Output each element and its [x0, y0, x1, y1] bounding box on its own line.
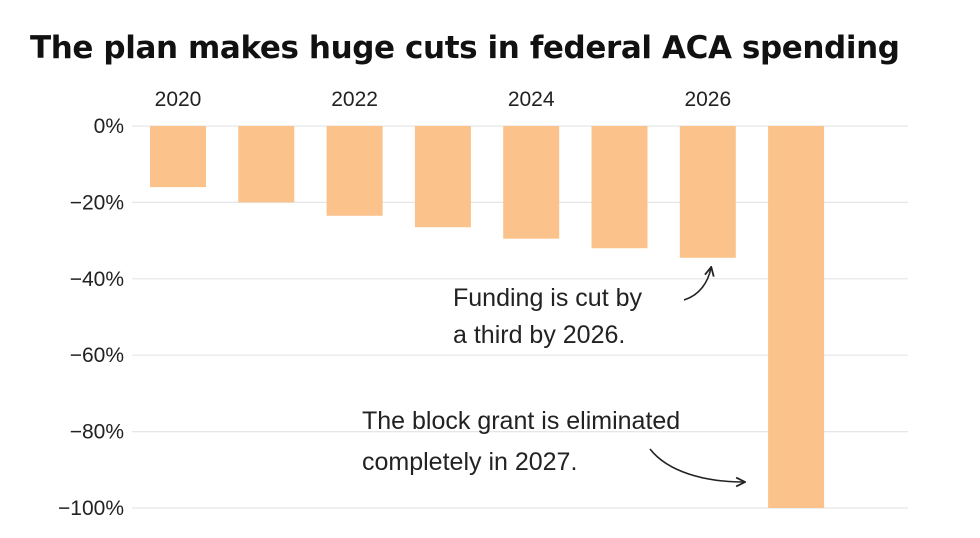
x-tick-label: 2026: [684, 88, 731, 111]
chart-title: The plan makes huge cuts in federal ACA …: [30, 30, 900, 66]
annotation-funding-cut-line-1: Funding is cut by: [453, 284, 642, 312]
bar-2026: [679, 126, 736, 258]
bar-2021: [238, 126, 295, 203]
x-axis-ticks: 2020 2022 2024 2026: [155, 88, 732, 111]
annotation-funding-cut: Funding is cut by a third by 2026.: [453, 268, 711, 349]
bar-2020: [150, 126, 206, 188]
annotation-funding-cut-line-2: a third by 2026.: [453, 321, 625, 349]
y-tick-label: −60%: [70, 344, 124, 367]
bar-2024: [503, 126, 560, 239]
y-axis-ticks: 0% −20% −40% −60% −80% −100%: [58, 115, 124, 520]
annotation-block-grant-arrow: [649, 448, 744, 482]
bar-2023: [414, 126, 471, 228]
annotation-block-grant-line-2: completely in 2027.: [362, 448, 577, 476]
y-tick-label: −20%: [70, 191, 124, 214]
x-tick-label: 2020: [155, 88, 202, 111]
bar-2025: [591, 126, 648, 249]
x-tick-label: 2024: [508, 88, 555, 111]
annotation-block-grant-line-1: The block grant is eliminated: [362, 407, 680, 435]
bars: [150, 126, 825, 508]
y-tick-label: −40%: [70, 268, 124, 291]
y-tick-label: −80%: [70, 421, 124, 444]
annotation-funding-cut-arrow: [683, 268, 711, 301]
bar-2022: [326, 126, 383, 216]
annotation-block-grant: The block grant is eliminated completely…: [362, 407, 744, 482]
x-tick-label: 2022: [331, 88, 378, 111]
y-tick-label: 0%: [94, 115, 124, 138]
bar-2027: [768, 126, 825, 508]
y-tick-label: −100%: [58, 497, 124, 520]
